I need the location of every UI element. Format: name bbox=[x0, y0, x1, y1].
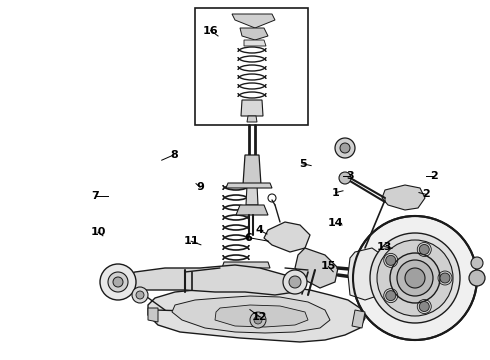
Circle shape bbox=[108, 272, 128, 292]
Circle shape bbox=[471, 257, 483, 269]
Text: 14: 14 bbox=[328, 218, 343, 228]
Polygon shape bbox=[241, 100, 263, 116]
Polygon shape bbox=[215, 305, 308, 327]
Text: 7: 7 bbox=[92, 191, 99, 201]
Polygon shape bbox=[244, 40, 266, 46]
Circle shape bbox=[113, 277, 123, 287]
Polygon shape bbox=[264, 222, 310, 252]
Circle shape bbox=[335, 138, 355, 158]
Polygon shape bbox=[240, 28, 268, 40]
Circle shape bbox=[370, 233, 460, 323]
Polygon shape bbox=[222, 262, 270, 268]
Text: 2: 2 bbox=[430, 171, 438, 181]
Polygon shape bbox=[295, 248, 338, 288]
Polygon shape bbox=[352, 310, 365, 328]
Circle shape bbox=[419, 244, 429, 255]
Circle shape bbox=[340, 143, 350, 153]
Polygon shape bbox=[148, 308, 158, 322]
Text: 5: 5 bbox=[299, 159, 307, 169]
Text: 15: 15 bbox=[320, 261, 336, 271]
Text: 9: 9 bbox=[196, 182, 204, 192]
Text: 3: 3 bbox=[346, 171, 354, 181]
Polygon shape bbox=[226, 183, 272, 188]
Polygon shape bbox=[110, 265, 298, 295]
Circle shape bbox=[419, 302, 429, 311]
Circle shape bbox=[250, 312, 266, 328]
Circle shape bbox=[353, 216, 477, 340]
Text: 6: 6 bbox=[245, 233, 252, 243]
Polygon shape bbox=[148, 285, 365, 342]
Bar bbox=[195, 8, 308, 125]
Polygon shape bbox=[246, 185, 258, 205]
Circle shape bbox=[386, 291, 396, 301]
Circle shape bbox=[132, 287, 148, 303]
Text: 10: 10 bbox=[90, 227, 106, 237]
Text: 12: 12 bbox=[252, 312, 268, 322]
Circle shape bbox=[136, 291, 144, 299]
Circle shape bbox=[405, 268, 425, 288]
Circle shape bbox=[377, 240, 453, 316]
Polygon shape bbox=[232, 14, 275, 28]
Polygon shape bbox=[243, 155, 261, 185]
Polygon shape bbox=[382, 185, 425, 210]
Circle shape bbox=[100, 264, 136, 300]
Circle shape bbox=[390, 253, 440, 303]
Circle shape bbox=[386, 255, 396, 265]
Circle shape bbox=[440, 273, 450, 283]
Circle shape bbox=[397, 260, 433, 296]
Circle shape bbox=[289, 276, 301, 288]
Polygon shape bbox=[172, 296, 330, 333]
Circle shape bbox=[283, 270, 307, 294]
Polygon shape bbox=[247, 116, 257, 122]
Text: 2: 2 bbox=[422, 189, 430, 199]
Polygon shape bbox=[236, 205, 268, 215]
Circle shape bbox=[469, 270, 485, 286]
Text: 13: 13 bbox=[377, 242, 392, 252]
Text: 1: 1 bbox=[332, 188, 340, 198]
Polygon shape bbox=[348, 248, 385, 300]
Text: 16: 16 bbox=[203, 26, 219, 36]
Text: 4: 4 bbox=[256, 225, 264, 235]
Text: 8: 8 bbox=[170, 150, 178, 160]
Circle shape bbox=[339, 172, 351, 184]
Circle shape bbox=[254, 316, 262, 324]
Text: 11: 11 bbox=[183, 236, 199, 246]
